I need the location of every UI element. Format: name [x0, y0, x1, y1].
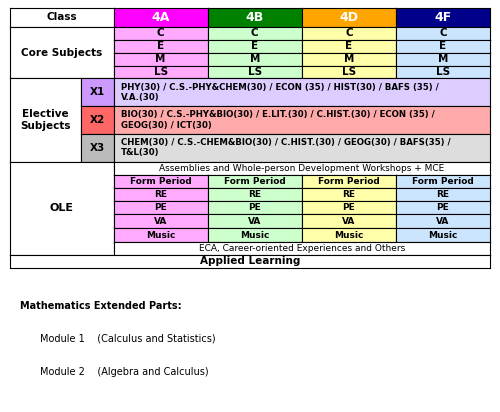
- Text: Music: Music: [334, 230, 364, 239]
- Text: E: E: [440, 41, 446, 51]
- Text: E: E: [157, 41, 164, 51]
- Text: VA: VA: [342, 217, 355, 226]
- Text: LS: LS: [248, 67, 262, 77]
- Text: LS: LS: [436, 67, 450, 77]
- Text: VA: VA: [436, 217, 450, 226]
- Text: CHEM(30) / C.S.-CHEM&BIO(30) / C.HIST.(30) / GEOG(30) / BAFS(35) /
T&L(30): CHEM(30) / C.S.-CHEM&BIO(30) / C.HIST.(3…: [121, 138, 450, 157]
- Text: Form Period: Form Period: [224, 177, 286, 186]
- Text: Music: Music: [428, 230, 458, 239]
- Text: VA: VA: [154, 217, 168, 226]
- Text: Music: Music: [146, 230, 176, 239]
- Text: LS: LS: [154, 67, 168, 77]
- Text: 4A: 4A: [152, 11, 170, 24]
- Text: PHY(30) / C.S.-PHY&CHEM(30) / ECON (35) / HIST(30) / BAFS (35) /
V.A.(30): PHY(30) / C.S.-PHY&CHEM(30) / ECON (35) …: [121, 82, 439, 102]
- Text: E: E: [346, 41, 352, 51]
- Text: Applied Learning: Applied Learning: [200, 256, 300, 266]
- Text: E: E: [251, 41, 258, 51]
- Text: M: M: [344, 54, 354, 64]
- Text: 4B: 4B: [246, 11, 264, 24]
- Text: X3: X3: [90, 143, 104, 153]
- Text: Class: Class: [46, 12, 77, 23]
- Text: Core Subjects: Core Subjects: [21, 47, 102, 58]
- Text: PE: PE: [436, 203, 450, 212]
- Text: LS: LS: [342, 67, 356, 77]
- Text: M: M: [438, 54, 448, 64]
- Text: RE: RE: [154, 190, 167, 199]
- Text: PE: PE: [248, 203, 261, 212]
- Text: PE: PE: [342, 203, 355, 212]
- Text: Elective
Subjects: Elective Subjects: [20, 109, 70, 131]
- Text: Module 2    (Algebra and Calculus): Module 2 (Algebra and Calculus): [40, 367, 208, 377]
- Text: RE: RE: [248, 190, 261, 199]
- Text: 4F: 4F: [434, 11, 452, 24]
- Text: C: C: [439, 28, 447, 38]
- Text: VA: VA: [248, 217, 262, 226]
- Text: Music: Music: [240, 230, 270, 239]
- Text: ECA, Career-oriented Experiences and Others: ECA, Career-oriented Experiences and Oth…: [198, 244, 405, 253]
- Text: Mathematics Extended Parts:: Mathematics Extended Parts:: [20, 301, 182, 311]
- Text: OLE: OLE: [50, 203, 74, 213]
- Text: RE: RE: [342, 190, 355, 199]
- Text: C: C: [251, 28, 258, 38]
- Text: M: M: [156, 54, 166, 64]
- Text: X2: X2: [90, 115, 104, 125]
- Text: Form Period: Form Period: [130, 177, 192, 186]
- Text: BIO(30) / C.S.-PHY&BIO(30) / E.LIT.(30) / C.HIST.(30) / ECON (35) /
GEOG(30) / I: BIO(30) / C.S.-PHY&BIO(30) / E.LIT.(30) …: [121, 110, 435, 130]
- Text: Form Period: Form Period: [318, 177, 380, 186]
- Text: Assemblies and Whole-person Development Workshops + MCE: Assemblies and Whole-person Development …: [159, 164, 444, 173]
- Text: C: C: [345, 28, 352, 38]
- Text: 4D: 4D: [340, 11, 358, 24]
- Text: RE: RE: [436, 190, 450, 199]
- Text: Module 1    (Calculus and Statistics): Module 1 (Calculus and Statistics): [40, 334, 216, 344]
- Text: Form Period: Form Period: [412, 177, 474, 186]
- Text: X1: X1: [90, 87, 104, 97]
- Text: M: M: [250, 54, 260, 64]
- Text: C: C: [157, 28, 164, 38]
- Text: PE: PE: [154, 203, 167, 212]
